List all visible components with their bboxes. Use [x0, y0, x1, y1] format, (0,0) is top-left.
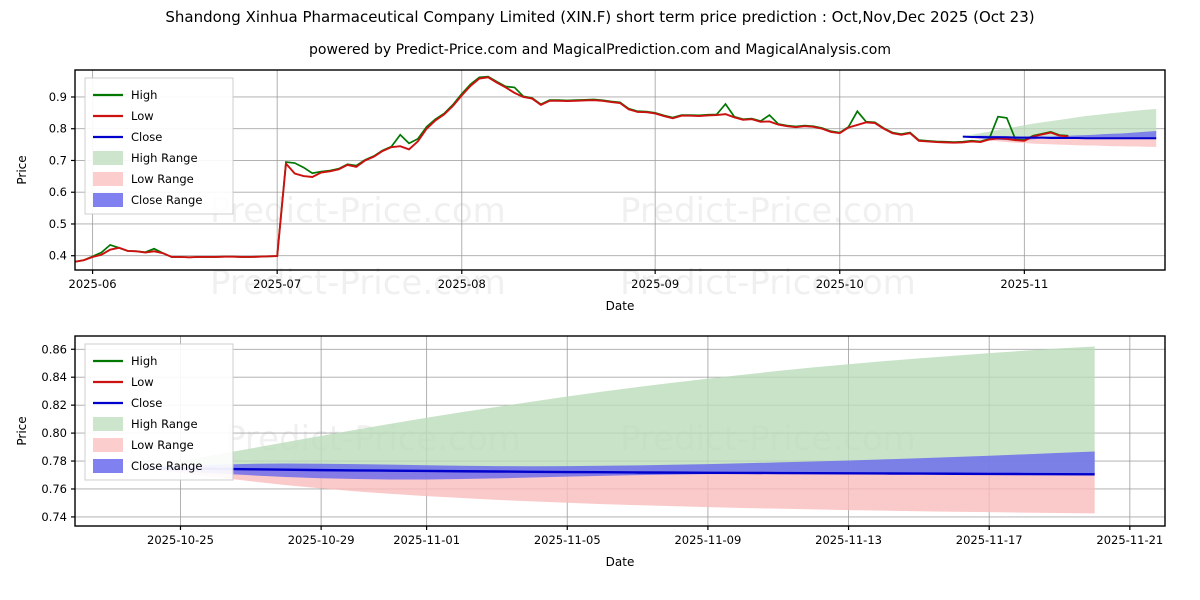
legend-label: Low Range: [131, 438, 194, 452]
y-tick-label: 0.82: [41, 398, 67, 412]
y-tick-label: 0.5: [49, 217, 67, 231]
y-tick-label: 0.9: [49, 90, 67, 104]
watermark-layer: Predict-Price.com Predict-Price.comPredic…: [210, 191, 916, 303]
x-tick-label: 2025-11-21: [1096, 533, 1163, 547]
x-tick-label: 2025-11-05: [534, 533, 601, 547]
x-tick-label: 2025-07: [253, 277, 301, 291]
y-tick-label: 0.4: [49, 249, 67, 263]
legend-label: Close: [131, 130, 162, 144]
y-tick-label: 0.80: [41, 426, 67, 440]
legend-item-close-range[interactable]: Close Range: [93, 459, 202, 473]
x-tick-label: 2025-10: [816, 277, 864, 291]
legend-box: [84, 77, 234, 215]
y-tick-label: 0.86: [41, 342, 67, 356]
legend-item-high[interactable]: High: [93, 354, 157, 368]
legend-label: High Range: [131, 151, 198, 165]
legend-item-close[interactable]: Close: [93, 396, 162, 410]
x-tick-label: 2025-06: [69, 277, 117, 291]
axes: 0.4 0.5 0.6 0.7 0.8 0.9 2025-06 2025-07 2025-08 2…: [49, 90, 1049, 291]
legend-item-low-range[interactable]: Low Range: [93, 438, 194, 452]
y-axis-label: Price: [15, 155, 29, 184]
forecast-detail-chart: Predict-Price.comPredict-Price.com0.740.…: [0, 328, 1200, 600]
y-tick-label: 0.76: [41, 482, 67, 496]
chart-legend: High Low Close High Range Low Range Close Ran…: [84, 343, 234, 481]
legend-label: Low: [131, 375, 154, 389]
y-axis-label: Price: [15, 416, 29, 445]
x-tick-label: 2025-11-17: [956, 533, 1023, 547]
axes: 0.74 0.76 0.78 0.80 0.82 0.84 0.86 2025-10-25 20…: [41, 342, 1163, 547]
plot-area: [145, 346, 1095, 514]
plot-frame: [74, 335, 1166, 527]
legend-item-close[interactable]: Close: [93, 130, 162, 144]
legend-label: Close Range: [131, 459, 202, 473]
overview-chart: Predict-Price.com Predict-Price.com Predic…: [0, 62, 1200, 312]
legend-item-close-range[interactable]: Close Range: [93, 193, 202, 207]
legend-label: High: [131, 354, 157, 368]
y-tick-label: 0.6: [49, 185, 67, 199]
x-tick-label: 2025-10-29: [288, 533, 355, 547]
y-tick-label: 0.74: [41, 510, 67, 524]
plot-area: [74, 75, 1157, 263]
watermark-text: Predict-Price.com: [620, 191, 916, 231]
x-tick-label: 2025-11-13: [815, 533, 882, 547]
overview-chart-svg: Predict-Price.com Predict-Price.comPredic…: [15, 69, 1166, 312]
page-subtitle: powered by Predict-Price.com and Magical…: [309, 42, 891, 58]
legend-patch-swatch: [93, 193, 123, 207]
legend-label: Low: [131, 109, 154, 123]
chart-legend: High Low Close High Range Low Range Close Ran…: [84, 77, 234, 215]
legend-label: Close Range: [131, 193, 202, 207]
plot-frame: [74, 69, 1166, 271]
legend-label: High Range: [131, 417, 198, 431]
y-tick-label: 0.84: [41, 370, 67, 384]
legend-patch-swatch: [93, 417, 123, 431]
page-title: Shandong Xinhua Pharmaceutical Company L…: [165, 8, 1035, 26]
high-range-band: [145, 346, 1095, 475]
legend-label: High: [131, 88, 157, 102]
legend-label: Low Range: [131, 172, 194, 186]
x-axis-label: Date: [606, 555, 635, 569]
legend-label: Close: [131, 396, 162, 410]
legend-item-high-range[interactable]: High Range: [93, 417, 198, 431]
legend-patch-swatch: [93, 459, 123, 473]
x-tick-label: 2025-11-09: [674, 533, 741, 547]
x-axis-label: Date: [606, 299, 635, 312]
forecast-detail-chart-svg: Predict-Price.comPredict-Price.com0.740.…: [15, 335, 1166, 569]
legend-patch-swatch: [93, 172, 123, 186]
y-tick-label: 0.7: [49, 153, 67, 167]
y-tick-label: 0.8: [49, 122, 67, 136]
x-tick-label: 2025-10-25: [147, 533, 214, 547]
legend-item-low[interactable]: Low: [93, 109, 154, 123]
x-tick-label: 2025-09: [631, 277, 679, 291]
legend-box: [84, 343, 234, 481]
x-tick-label: 2025-08: [438, 277, 486, 291]
close-line: [962, 135, 1157, 140]
x-tick-label: 2025-11-01: [393, 533, 460, 547]
x-tick-label: 2025-11: [1000, 277, 1048, 291]
legend-patch-swatch: [93, 438, 123, 452]
legend-item-high[interactable]: High: [93, 88, 157, 102]
legend-item-low[interactable]: Low: [93, 375, 154, 389]
legend-item-low-range[interactable]: Low Range: [93, 172, 194, 186]
legend-item-high-range[interactable]: High Range: [93, 151, 198, 165]
legend-patch-swatch: [93, 151, 123, 165]
low-line: [74, 76, 1069, 263]
close-line: [145, 466, 1095, 476]
y-tick-label: 0.78: [41, 454, 67, 468]
gridlines: [75, 70, 1165, 270]
